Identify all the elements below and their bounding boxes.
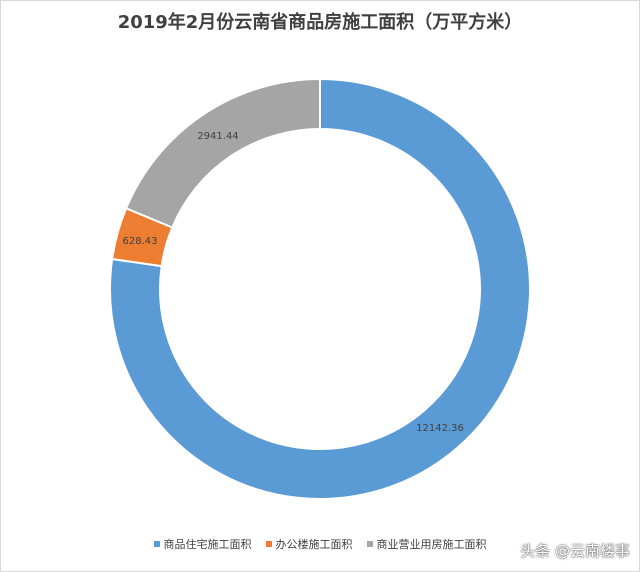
- legend-swatch-office: [265, 541, 272, 547]
- chart-legend: 商品住宅施工面积 办公楼施工面积 商业营业用房施工面积: [0, 536, 640, 552]
- donut-slice-commercial: [124, 77, 321, 229]
- legend-label-office: 办公楼施工面积: [275, 538, 353, 551]
- legend-swatch-residential: [153, 541, 160, 547]
- chart-title: 2019年2月份云南省商品房施工面积（万平方米）: [117, 12, 523, 33]
- data-label-commercial: 2941.44: [197, 131, 238, 142]
- legend-item-commercial: 商业营业用房施工面积: [366, 536, 487, 552]
- legend-item-residential: 商品住宅施工面积: [153, 536, 252, 552]
- donut-slice-residential: [109, 77, 531, 500]
- watermark-text: 头条 @云南楼事: [520, 542, 630, 560]
- legend-label-residential: 商品住宅施工面积: [163, 538, 252, 551]
- legend-swatch-commercial: [366, 541, 373, 547]
- legend-label-commercial: 商业营业用房施工面积: [376, 538, 487, 551]
- data-label-residential: 12142.36: [416, 423, 464, 434]
- data-label-office: 628.43: [123, 236, 158, 247]
- legend-item-office: 办公楼施工面积: [265, 536, 353, 552]
